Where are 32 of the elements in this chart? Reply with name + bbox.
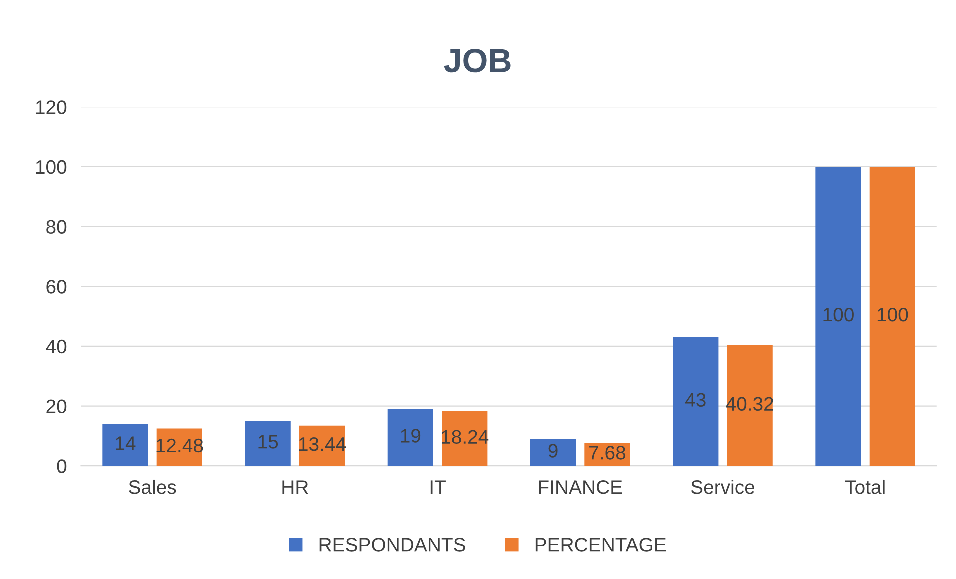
y-tick-label: 120 — [36, 100, 67, 114]
legend-label: PERCENTAGE — [536, 538, 666, 552]
data-label: 100 — [878, 308, 908, 322]
x-tick-label: Total — [845, 480, 885, 494]
y-tick-label: 100 — [36, 160, 67, 174]
y-tick-label: 80 — [46, 220, 67, 234]
x-tick-label: IT — [430, 480, 446, 494]
x-tick-label: Service — [691, 480, 755, 494]
x-tick-label: HR — [282, 480, 308, 494]
bar — [245, 421, 291, 466]
y-tick-label: 40 — [46, 340, 67, 354]
bar — [870, 166, 916, 466]
data-label: 43 — [686, 393, 706, 407]
data-label: 15 — [258, 435, 278, 449]
y-tick-label: 60 — [46, 280, 67, 294]
y-tick-label: 0 — [57, 460, 67, 474]
legend-label: RESPONDANTS — [320, 538, 466, 552]
x-tick-label: FINANCE — [539, 480, 622, 494]
bar — [102, 424, 148, 466]
x-tick-label: Sales — [129, 480, 176, 494]
data-label: 100 — [824, 308, 854, 322]
bar — [388, 409, 434, 466]
bar — [673, 337, 719, 466]
chart-title: JOB — [444, 49, 511, 73]
data-label: 9 — [548, 444, 558, 458]
data-label: 19 — [401, 429, 421, 443]
bar — [816, 166, 862, 466]
bar — [727, 345, 773, 466]
bar — [530, 439, 576, 466]
data-label: 7.68 — [590, 446, 626, 460]
data-label: 14 — [116, 436, 136, 450]
y-tick-label: 20 — [46, 400, 67, 414]
